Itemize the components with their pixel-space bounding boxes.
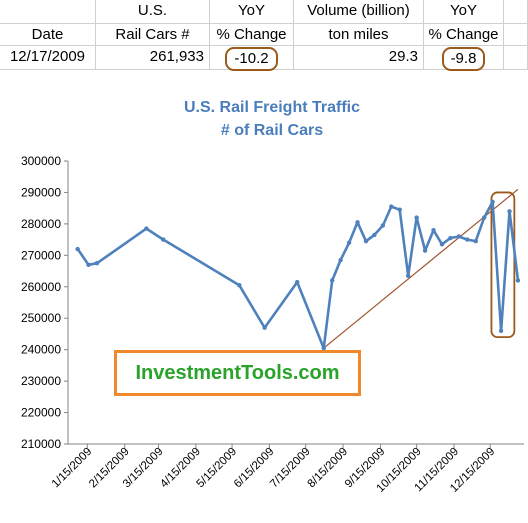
cell-header1-date[interactable] [0,0,96,24]
data-point [448,235,453,241]
chart-title: U.S. Rail Freight Traffic [184,99,360,116]
data-point [372,232,377,238]
data-point [321,345,326,351]
series-rail-cars [75,199,521,351]
data-point [473,238,478,244]
y-tick-label: 290000 [21,185,61,199]
data-point [397,207,402,212]
cell-header1-volume[interactable]: Volume (billion) [294,0,424,24]
y-tick-label: 280000 [21,217,61,231]
data-point [94,260,100,266]
data-point [144,226,149,231]
cell-volume[interactable]: 29.3 [294,46,424,70]
data-point [465,237,470,242]
data-point [414,215,419,220]
data-point [380,223,386,228]
cell-header1-railcars[interactable]: U.S. [96,0,210,24]
data-point [456,234,462,239]
circled-value-railcars-yoy: -10.2 [225,47,278,71]
data-point [490,199,495,205]
spreadsheet-header: U.S. YoY Volume (billion) YoY Date Rail … [0,0,528,71]
series-line [76,200,520,350]
data-point [422,248,428,253]
x-axis-ticks: 1/15/20092/15/20093/15/20094/15/20095/15… [50,444,497,495]
cell-railcars-yoy[interactable]: -10.2 [210,46,294,71]
cell-header2-yoy[interactable]: % Change [210,24,294,46]
data-point [262,325,267,330]
data-point [338,257,343,263]
data-point [498,328,504,333]
y-tick-label: 240000 [21,343,61,357]
cell-header1-yoy2[interactable]: YoY [424,0,504,24]
data-point [439,242,445,247]
cell-date[interactable]: 12/17/2009 [0,46,96,70]
y-tick-label: 270000 [21,248,61,262]
data-point [405,273,411,278]
data-point [161,237,166,242]
data-point [431,227,436,233]
circled-value-volume-yoy: -9.8 [441,47,486,71]
cell-header2-volume[interactable]: ton miles [294,24,424,46]
y-tick-label: 220000 [21,406,61,420]
y-tick-label: 250000 [21,311,61,325]
cell-header2-railcars[interactable]: Rail Cars # [96,24,210,46]
data-point [346,240,352,245]
data-point [389,204,394,209]
cell-header1-yoy[interactable]: YoY [210,0,294,24]
data-point [237,283,242,288]
trendline [323,188,519,349]
y-axis-ticks: 300000 290000 280000 270000 260000 250000 2400… [21,154,68,451]
data-point [329,278,335,283]
cell-railcars[interactable]: 261,933 [96,46,210,70]
cell-volume-yoy[interactable]: -9.8 [424,46,504,71]
data-point [515,278,521,283]
data-point [481,215,487,220]
data-point [295,279,300,285]
data-point [507,209,512,214]
highlight-box [490,191,516,338]
watermark-logo: InvestmentTools.com [114,350,361,396]
data-point [363,238,369,244]
y-tick-label: 230000 [21,374,61,388]
y-tick-label: 260000 [21,280,61,294]
cell-header2-yoy2[interactable]: % Change [424,24,504,46]
data-point [355,220,360,225]
y-tick-label: 210000 [21,437,61,451]
data-point [75,246,80,252]
y-tick-label: 300000 [21,154,61,168]
annotations [323,188,519,349]
cell-header2-date[interactable]: Date [0,24,96,46]
chart-subtitle: # of Rail Cars [221,122,323,139]
data-point [86,262,91,267]
